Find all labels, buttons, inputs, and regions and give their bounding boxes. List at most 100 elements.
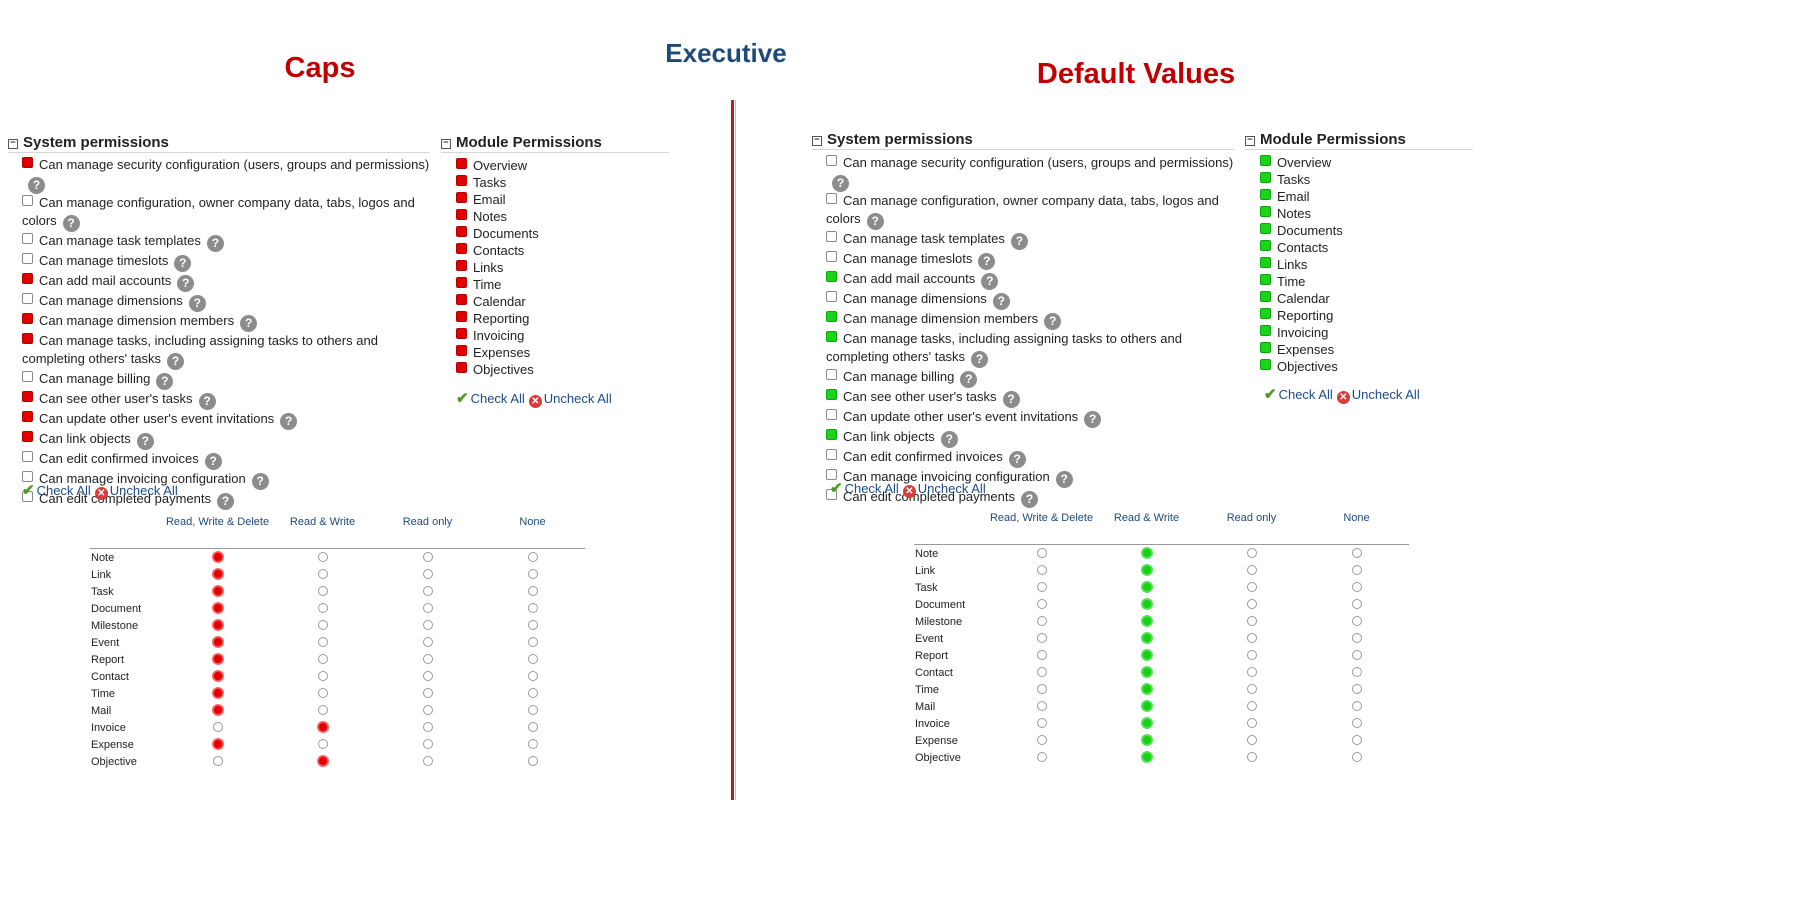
permission-checkbox[interactable]: [22, 157, 33, 168]
module-permission-item[interactable]: Time: [456, 276, 676, 293]
system-permission-item[interactable]: Can manage security configuration (users…: [22, 156, 430, 194]
permission-checkbox[interactable]: [22, 195, 33, 206]
permission-radio[interactable]: [1141, 700, 1152, 711]
module-permission-item[interactable]: Links: [1260, 256, 1480, 273]
permission-radio[interactable]: [422, 585, 433, 596]
permission-checkbox[interactable]: [826, 369, 837, 380]
permission-radio[interactable]: [1141, 564, 1152, 575]
system-permission-item[interactable]: Can see other user's tasks?: [22, 390, 430, 410]
uncheck-all-link[interactable]: Uncheck All: [1351, 387, 1420, 402]
permission-radio[interactable]: [1036, 649, 1047, 660]
module-permission-item[interactable]: Time: [1260, 273, 1480, 290]
permission-radio[interactable]: [1036, 734, 1047, 745]
permission-radio[interactable]: [1036, 564, 1047, 575]
permission-radio[interactable]: [1036, 700, 1047, 711]
help-icon[interactable]: ?: [1084, 411, 1102, 428]
module-permission-item[interactable]: Overview: [1260, 154, 1480, 171]
module-checkbox[interactable]: [456, 362, 467, 373]
permission-radio[interactable]: [212, 551, 223, 562]
permission-radio[interactable]: [1351, 649, 1362, 660]
module-permission-item[interactable]: Objectives: [456, 361, 676, 378]
help-icon[interactable]: ?: [971, 351, 989, 368]
module-permission-item[interactable]: Tasks: [456, 174, 676, 191]
module-permission-item[interactable]: Contacts: [456, 242, 676, 259]
help-icon[interactable]: ?: [240, 315, 258, 332]
module-checkbox[interactable]: [1260, 291, 1271, 302]
permission-radio[interactable]: [212, 738, 223, 749]
permission-radio[interactable]: [317, 738, 328, 749]
help-icon[interactable]: ?: [1055, 471, 1073, 488]
permission-radio[interactable]: [1351, 751, 1362, 762]
permission-radio[interactable]: [1351, 734, 1362, 745]
permission-radio[interactable]: [422, 568, 433, 579]
permission-radio[interactable]: [1351, 564, 1362, 575]
help-icon[interactable]: ?: [167, 353, 185, 370]
system-permission-item[interactable]: Can update other user's event invitation…: [22, 410, 430, 430]
permission-radio[interactable]: [422, 670, 433, 681]
help-icon[interactable]: ?: [978, 253, 996, 270]
permission-checkbox[interactable]: [826, 449, 837, 460]
permission-radio[interactable]: [317, 619, 328, 630]
module-checkbox[interactable]: [456, 311, 467, 322]
permission-radio[interactable]: [1246, 564, 1257, 575]
system-permission-item[interactable]: Can manage task templates?: [22, 232, 430, 252]
system-permission-item[interactable]: Can see other user's tasks?: [826, 388, 1234, 408]
module-permission-item[interactable]: Email: [1260, 188, 1480, 205]
permission-radio[interactable]: [422, 704, 433, 715]
permission-radio[interactable]: [1141, 683, 1152, 694]
help-icon[interactable]: ?: [251, 473, 269, 490]
permission-radio[interactable]: [527, 568, 538, 579]
permission-radio[interactable]: [527, 755, 538, 766]
permission-radio[interactable]: [1141, 751, 1152, 762]
help-icon[interactable]: ?: [1044, 313, 1062, 330]
permission-radio[interactable]: [1351, 683, 1362, 694]
permission-radio[interactable]: [1036, 632, 1047, 643]
collapse-toggle-icon[interactable]: −: [1245, 136, 1255, 146]
permission-checkbox[interactable]: [826, 429, 837, 440]
module-permission-item[interactable]: Overview: [456, 157, 676, 174]
permission-radio[interactable]: [527, 619, 538, 630]
collapse-toggle-icon[interactable]: −: [441, 139, 451, 149]
permission-radio[interactable]: [422, 755, 433, 766]
system-permission-item[interactable]: Can manage timeslots?: [22, 252, 430, 272]
permission-radio[interactable]: [422, 636, 433, 647]
permission-radio[interactable]: [527, 602, 538, 613]
help-icon[interactable]: ?: [992, 293, 1010, 310]
module-permission-item[interactable]: Expenses: [456, 344, 676, 361]
permission-radio[interactable]: [1036, 615, 1047, 626]
module-checkbox[interactable]: [456, 277, 467, 288]
module-checkbox[interactable]: [456, 260, 467, 271]
permission-radio[interactable]: [317, 602, 328, 613]
check-all-link[interactable]: Check All: [36, 483, 91, 498]
permission-radio[interactable]: [212, 704, 223, 715]
permission-radio[interactable]: [212, 636, 223, 647]
permission-radio[interactable]: [1036, 717, 1047, 728]
uncheck-all-link[interactable]: Uncheck All: [917, 481, 986, 496]
system-permission-item[interactable]: Can add mail accounts?: [826, 270, 1234, 290]
permission-checkbox[interactable]: [826, 331, 837, 342]
permission-radio[interactable]: [212, 602, 223, 613]
module-checkbox[interactable]: [456, 294, 467, 305]
help-icon[interactable]: ?: [156, 373, 174, 390]
permission-checkbox[interactable]: [826, 231, 837, 242]
system-permission-item[interactable]: Can update other user's event invitation…: [826, 408, 1234, 428]
module-permission-item[interactable]: Notes: [456, 208, 676, 225]
permission-checkbox[interactable]: [826, 291, 837, 302]
permission-radio[interactable]: [1141, 649, 1152, 660]
permission-checkbox[interactable]: [826, 193, 837, 204]
permission-radio[interactable]: [317, 721, 328, 732]
module-checkbox[interactable]: [1260, 257, 1271, 268]
module-checkbox[interactable]: [1260, 155, 1271, 166]
permission-radio[interactable]: [317, 670, 328, 681]
permission-radio[interactable]: [1246, 615, 1257, 626]
permission-radio[interactable]: [422, 602, 433, 613]
permission-radio[interactable]: [317, 585, 328, 596]
system-permission-item[interactable]: Can manage task templates?: [826, 230, 1234, 250]
help-icon[interactable]: ?: [188, 295, 206, 312]
module-checkbox[interactable]: [1260, 308, 1271, 319]
help-icon[interactable]: ?: [866, 213, 884, 230]
permission-radio[interactable]: [1246, 751, 1257, 762]
help-icon[interactable]: ?: [204, 453, 222, 470]
help-icon[interactable]: ?: [1008, 451, 1026, 468]
system-permission-item[interactable]: Can link objects?: [22, 430, 430, 450]
